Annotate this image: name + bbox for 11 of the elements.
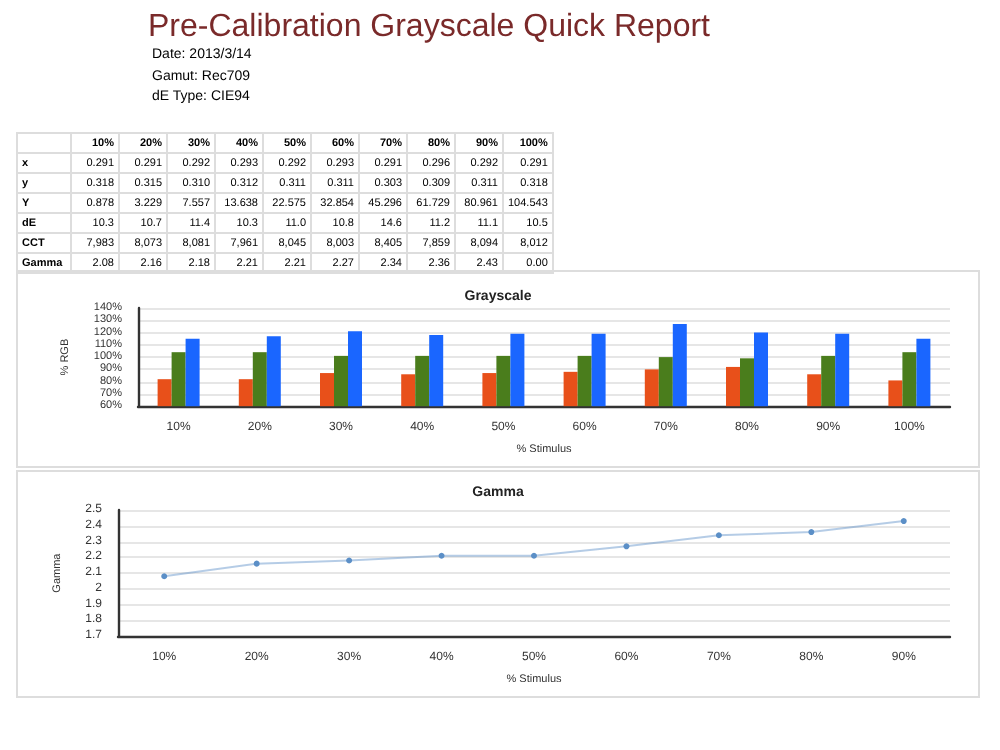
point (438, 552, 445, 559)
point (715, 532, 722, 539)
point (161, 573, 168, 580)
point (531, 552, 537, 559)
point (900, 518, 907, 525)
point (623, 543, 630, 550)
point (346, 557, 353, 564)
point (808, 529, 815, 536)
chart-title: Pre-Calibration Grayscale Quick Report (148, 10, 710, 46)
line-series (161, 518, 907, 580)
point (253, 560, 260, 567)
